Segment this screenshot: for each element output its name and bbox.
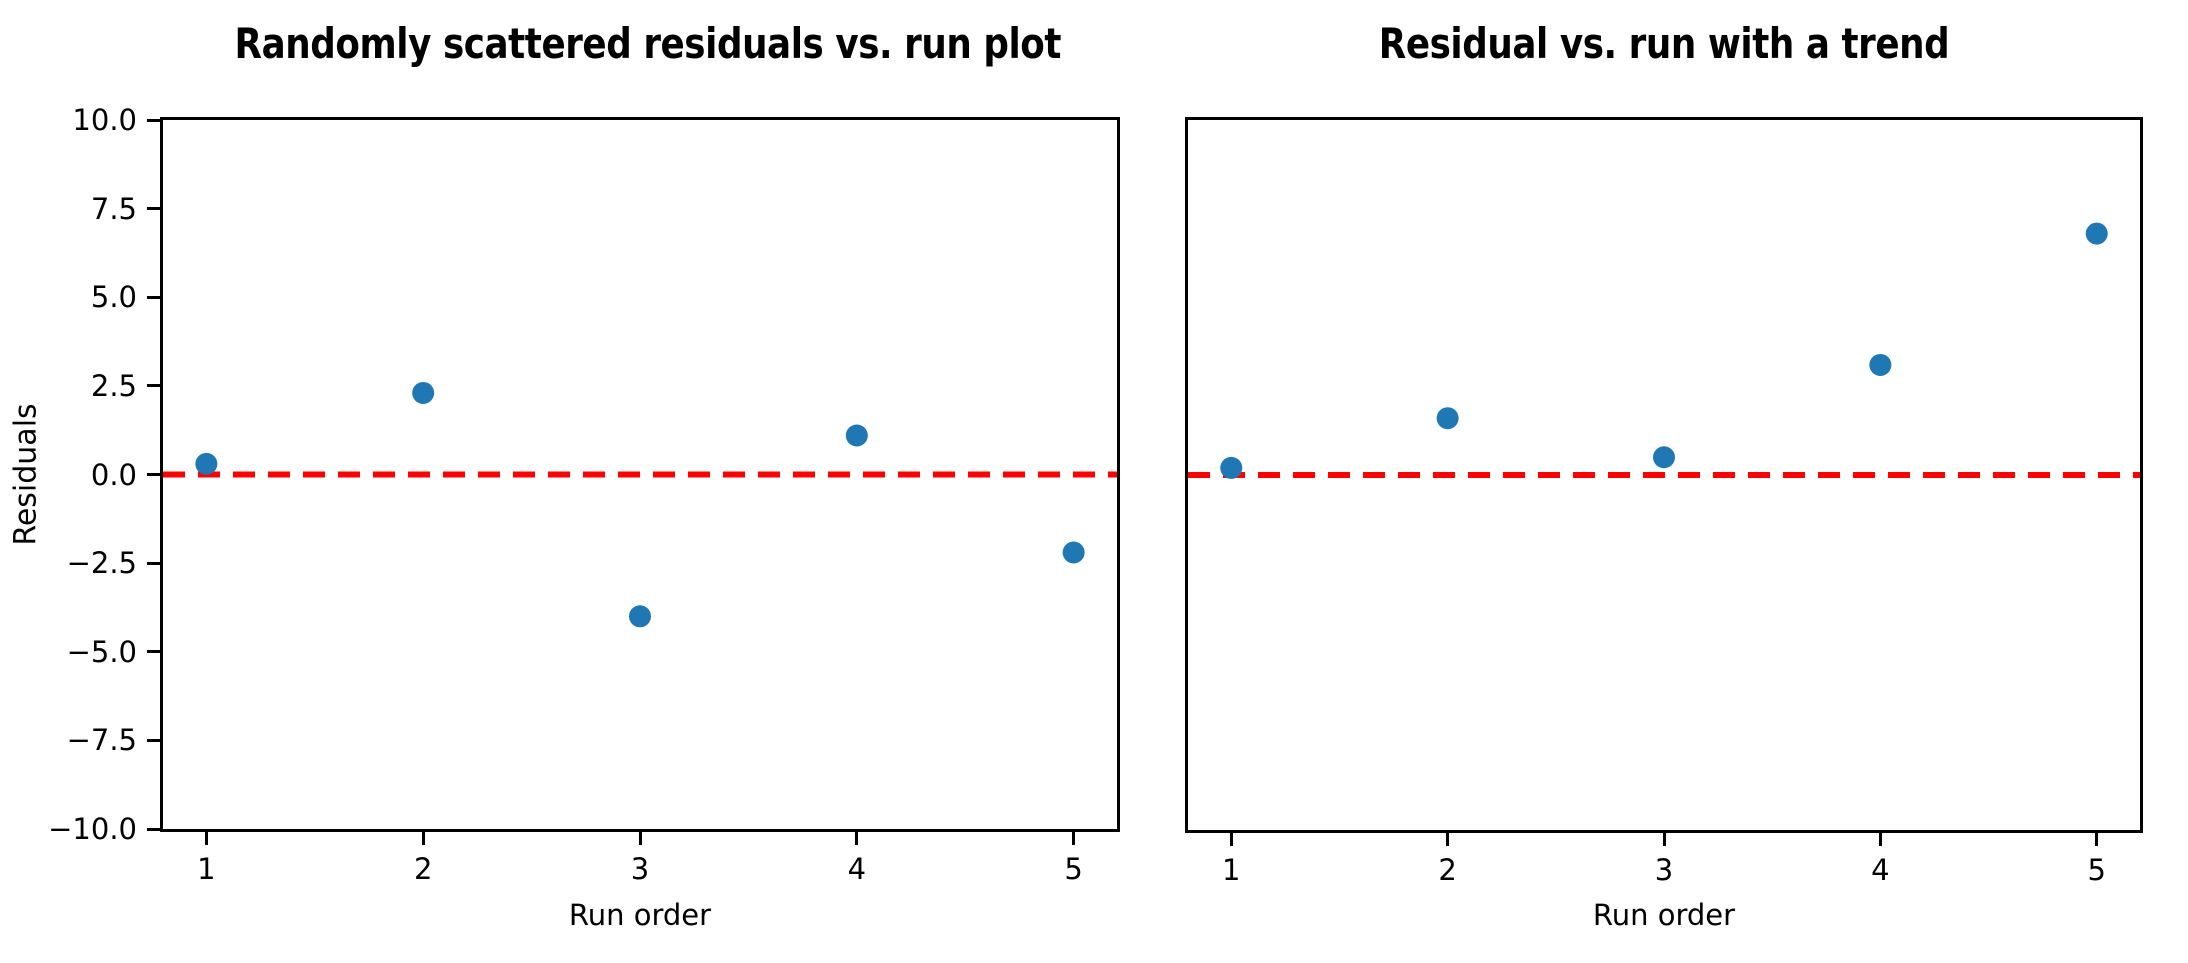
subplot-random-residuals: Randomly scattered residuals vs. run plo… — [9, 19, 1120, 932]
y-tick-mark — [147, 384, 160, 388]
x-tick-label: 3 — [630, 852, 650, 886]
data-point — [195, 452, 218, 475]
y-tick-label: 2.5 — [90, 368, 137, 403]
x-tick-label: 3 — [1654, 853, 1674, 887]
x-tick-mark — [204, 832, 208, 845]
y-tick-mark — [147, 827, 160, 831]
data-point — [2085, 222, 2108, 245]
plot-area: 1 2 3 4 5 10.0 7.5 5.0 2.5 0.0 −2.5 −5.0 −7.5 −10.0 — [48, 105, 1120, 884]
x-tick-mark — [1662, 833, 1666, 846]
x-tick-mark — [855, 832, 859, 845]
x-tick-label: 2 — [413, 852, 433, 886]
x-tick-mark — [1446, 833, 1450, 846]
y-tick-label: 5.0 — [90, 280, 137, 315]
x-tick-label: 1 — [197, 852, 216, 886]
data-point — [412, 381, 435, 404]
x-axis-label: Run order — [1592, 898, 1736, 932]
y-tick-label: −5.0 — [66, 634, 137, 669]
subplot-trend-residuals: Residual vs. run with a trend 1 2 3 4 5 Run … — [1150, 0, 2188, 963]
chart-title: Randomly scattered residuals vs. run plo… — [234, 19, 1062, 68]
x-tick-label: 4 — [1871, 853, 1890, 887]
y-tick-mark — [147, 118, 160, 122]
y-tick-mark — [147, 561, 160, 565]
y-tick-label: −2.5 — [66, 546, 137, 581]
y-tick-label: 10.0 — [72, 103, 137, 137]
x-tick-label: 2 — [1438, 853, 1457, 887]
y-tick-label: 7.5 — [90, 191, 137, 226]
x-tick-mark — [638, 832, 642, 845]
x-tick-label: 5 — [1064, 852, 1083, 886]
y-tick-mark — [147, 295, 160, 299]
data-point — [1062, 541, 1085, 564]
x-tick-label: 1 — [1222, 853, 1241, 887]
x-tick-mark — [1878, 833, 1882, 846]
plot-area: 1 2 3 4 5 — [1185, 117, 2143, 885]
x-tick-label: 5 — [2087, 853, 2106, 887]
scatter-canvas — [163, 381, 1117, 628]
y-tick-mark — [147, 738, 160, 742]
data-point — [629, 605, 651, 628]
y-tick-label: −7.5 — [66, 723, 137, 758]
data-point — [845, 424, 868, 447]
y-tick-label: 0.0 — [90, 457, 137, 492]
x-tick-mark — [1229, 833, 1233, 846]
y-tick-mark — [147, 207, 160, 211]
data-point — [1653, 446, 1675, 469]
y-tick-mark — [147, 473, 160, 476]
x-tick-mark — [2095, 833, 2099, 846]
data-point — [1220, 456, 1243, 479]
y-tick-label: −10.0 — [48, 812, 137, 846]
data-point — [1436, 407, 1459, 430]
x-tick-mark — [1072, 832, 1076, 845]
chart-title: Residual vs. run with a trend — [1378, 19, 1950, 68]
x-tick-mark — [421, 832, 425, 845]
data-point — [1869, 353, 1892, 376]
scatter-canvas — [1188, 222, 2140, 479]
x-axis-label: Run order — [568, 898, 712, 932]
y-tick-mark — [147, 650, 160, 654]
x-tick-label: 4 — [847, 852, 867, 886]
